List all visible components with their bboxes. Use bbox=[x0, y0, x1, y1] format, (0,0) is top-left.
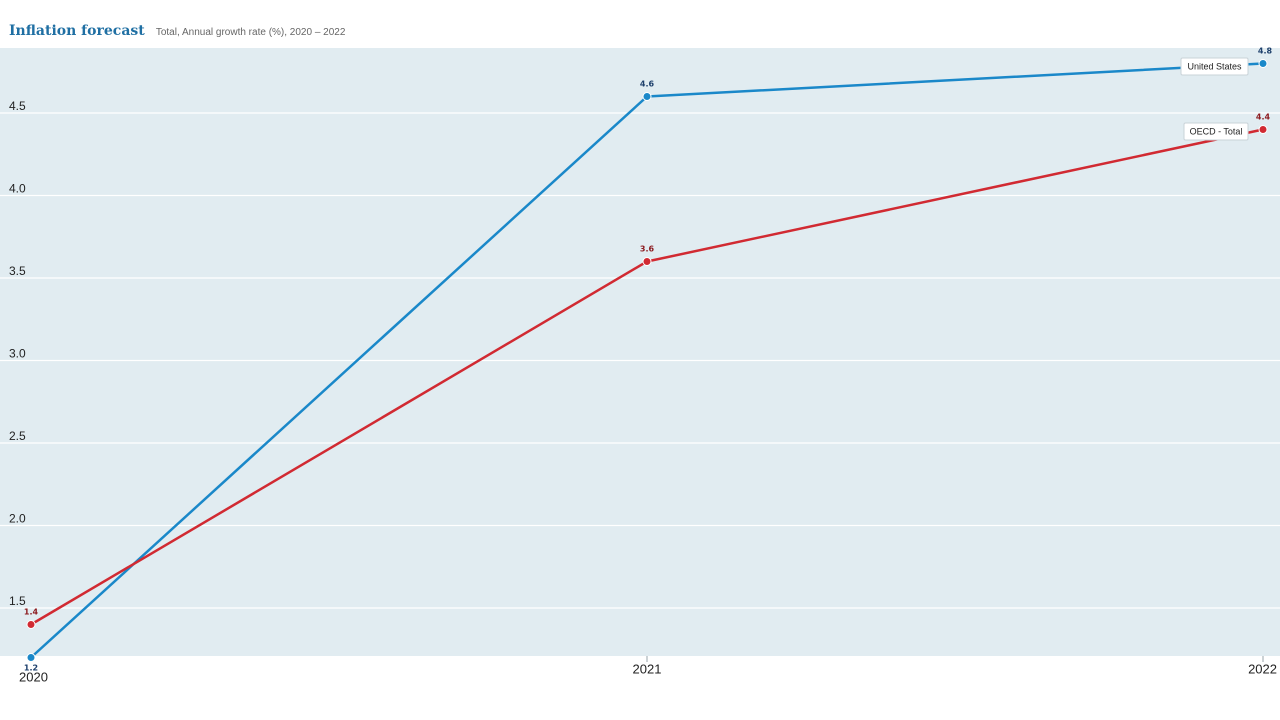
data-point[interactable] bbox=[642, 257, 652, 266]
y-tick-label: 4.5 bbox=[9, 99, 26, 113]
x-tick-label: 2021 bbox=[633, 661, 662, 676]
y-tick-label: 3.0 bbox=[9, 347, 26, 361]
y-tick-label: 1.5 bbox=[9, 594, 26, 608]
chart-title: Inflation forecast bbox=[9, 23, 145, 39]
chart-subtitle: Total, Annual growth rate (%), 2020 – 20… bbox=[155, 27, 346, 38]
legend-item-oecd-total[interactable]: OECD - Total bbox=[1183, 122, 1249, 141]
legend-label: United States bbox=[1187, 62, 1242, 72]
legend-label: OECD - Total bbox=[1190, 127, 1243, 137]
data-label: 1.4 bbox=[24, 608, 39, 617]
y-tick-label: 2.0 bbox=[9, 512, 26, 526]
data-point[interactable] bbox=[26, 620, 36, 629]
y-axis: 1.5 2.0 2.5 3.0 3.5 4.0 4.5 bbox=[9, 99, 26, 608]
y-tick-label: 2.5 bbox=[9, 429, 26, 443]
data-label: 4.8 bbox=[1258, 47, 1273, 56]
data-point[interactable] bbox=[642, 92, 652, 101]
legend-box bbox=[1180, 57, 1249, 76]
series-oecd-total: 1.4 3.6 4.4 bbox=[24, 113, 1271, 629]
x-axis: 2020 2021 2022 bbox=[19, 656, 1277, 684]
x-tick-label: 2020 bbox=[19, 669, 48, 684]
data-label: 3.6 bbox=[640, 245, 655, 254]
x-tick-label: 2022 bbox=[1248, 661, 1277, 676]
data-point[interactable] bbox=[1258, 59, 1268, 68]
data-label: 4.4 bbox=[1256, 113, 1271, 122]
series-united-states: 1.2 4.6 4.8 bbox=[24, 47, 1273, 673]
y-tick-label: 4.0 bbox=[9, 182, 26, 196]
chart-header: Inflation forecast Total, Annual growth … bbox=[9, 20, 345, 39]
series-layer: 1.2 4.6 4.8 1.4 3.6 4.4 bbox=[24, 47, 1273, 673]
legend-box bbox=[1183, 122, 1249, 141]
legend: United States OECD - Total bbox=[1180, 57, 1249, 141]
data-point[interactable] bbox=[26, 653, 36, 662]
plot-background bbox=[0, 48, 1280, 656]
grid-lines bbox=[0, 112, 1280, 609]
y-tick-label: 3.5 bbox=[9, 264, 26, 278]
data-label: 1.2 bbox=[24, 664, 38, 673]
data-label: 4.6 bbox=[640, 80, 655, 89]
data-point[interactable] bbox=[1258, 125, 1268, 134]
legend-item-united-states[interactable]: United States bbox=[1180, 57, 1249, 76]
